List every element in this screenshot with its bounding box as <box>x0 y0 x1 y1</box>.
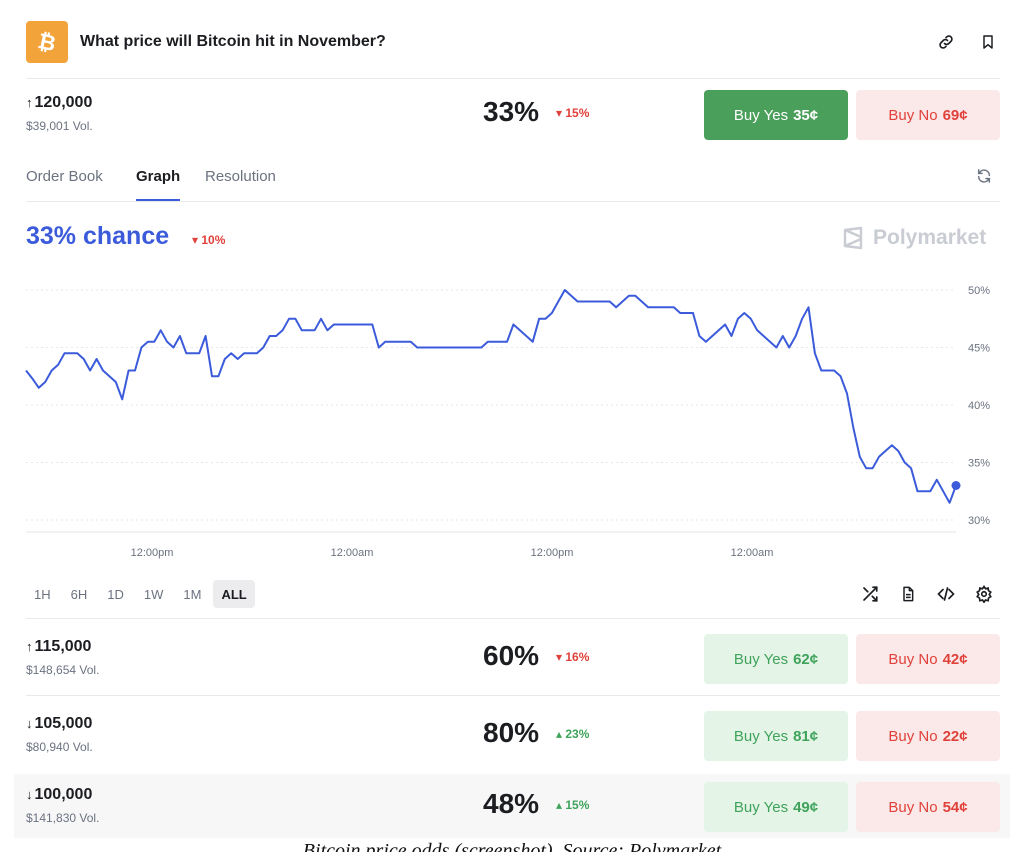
polymarket-watermark: Polymarket <box>842 226 986 250</box>
up-arrow-icon: ↑ <box>26 95 33 110</box>
tab-order-book[interactable]: Order Book <box>26 168 103 185</box>
tab-active-indicator <box>136 199 180 201</box>
x-tick-label: 12:00am <box>331 547 374 559</box>
market-volume: $141,830 Vol. <box>26 811 100 825</box>
bitcoin-logo: ₿ <box>26 21 68 63</box>
market-percent: 48% <box>483 788 540 819</box>
bookmark-icon[interactable] <box>978 32 998 52</box>
down-arrow-icon: ↓ <box>26 787 33 802</box>
image-caption: Bitcoin price odds (screenshot). Source:… <box>302 840 722 852</box>
svg-text:₿: ₿ <box>36 29 58 55</box>
range-all[interactable]: ALL <box>213 580 255 608</box>
y-tick-label: 50% <box>968 285 990 297</box>
market-threshold: ↓ 105,000 <box>26 715 93 732</box>
buy-yes-button[interactable]: Buy Yes 49¢ <box>704 782 848 832</box>
buy-yes-button[interactable]: Buy Yes 81¢ <box>704 711 848 761</box>
settings-icon[interactable] <box>974 584 994 604</box>
down-arrow-icon: ↓ <box>26 716 33 731</box>
buy-no-button[interactable]: Buy No 54¢ <box>856 782 1000 832</box>
market-row: ↓ 100,000 $141,830 Vol. 48% ▴ 15% Buy Yes… <box>14 774 1010 838</box>
divider <box>26 618 1000 619</box>
chart-tools <box>860 584 994 604</box>
chance-change-badge: ▾ 10% <box>192 233 226 247</box>
market-row: ↑ 115,000 $148,654 Vol. 60% ▾ 16% Buy Yes… <box>26 626 1000 688</box>
y-tick-label: 45% <box>968 343 990 355</box>
market-volume: $39,001 Vol. <box>26 119 93 133</box>
divider <box>26 201 1000 202</box>
buy-yes-button[interactable]: Buy Yes 62¢ <box>704 634 848 684</box>
range-1h[interactable]: 1H <box>34 586 51 602</box>
range-1m[interactable]: 1M <box>183 586 202 602</box>
chart-end-point <box>951 481 961 490</box>
code-icon[interactable] <box>936 584 956 604</box>
range-1w[interactable]: 1W <box>143 586 164 602</box>
x-tick-label: 12:00pm <box>531 547 574 559</box>
y-tick-label: 30% <box>968 515 990 527</box>
price-chart[interactable]: 30% 35% 40% 45% 50% 12:00pm 12:00am 12:00pm 12:… <box>0 268 1024 568</box>
divider <box>26 78 1000 79</box>
refresh-icon[interactable] <box>976 168 994 186</box>
range-6h[interactable]: 6H <box>70 586 88 602</box>
buy-no-button[interactable]: Buy No 69¢ <box>856 90 1000 140</box>
market-volume: $148,654 Vol. <box>26 663 100 677</box>
market-volume: $80,940 Vol. <box>26 740 93 754</box>
tab-bar: Order Book Graph Resolution <box>26 160 1000 202</box>
market-threshold: ↑ 120,000 <box>26 94 93 111</box>
range-selector: 1H 6H 1D 1W 1M ALL <box>26 580 255 610</box>
change-badge: ▾ 15% <box>556 106 590 120</box>
x-tick-label: 12:00pm <box>131 547 174 559</box>
up-arrow-icon: ↑ <box>26 639 33 654</box>
market-row: ↓ 105,000 $80,940 Vol. 80% ▴ 23% Buy Yes 8… <box>26 703 1000 765</box>
page-title: What price will Bitcoin hit in November? <box>80 33 386 50</box>
shuffle-icon[interactable] <box>860 584 880 604</box>
y-tick-label: 40% <box>968 400 990 412</box>
market-header: ₿ What price will Bitcoin hit in Novembe… <box>26 20 998 64</box>
range-1d[interactable]: 1D <box>107 586 124 602</box>
tab-resolution[interactable]: Resolution <box>205 168 276 185</box>
y-tick-label: 35% <box>968 458 990 470</box>
market-threshold: ↓ 100,000 <box>26 786 93 803</box>
market-percent: 60% <box>483 640 540 671</box>
market-row-main: ↑ 120,000 $39,001 Vol. 33% ▾ 15% Buy Yes 3… <box>26 82 1000 144</box>
change-badge: ▴ 23% <box>556 727 590 741</box>
buy-no-button[interactable]: Buy No 22¢ <box>856 711 1000 761</box>
market-percent: 33% <box>483 96 540 127</box>
x-tick-label: 12:00am <box>731 547 774 559</box>
tab-graph[interactable]: Graph <box>136 168 181 185</box>
chart-series-line <box>25 289 957 504</box>
divider <box>26 695 1000 696</box>
buy-no-button[interactable]: Buy No 42¢ <box>856 634 1000 684</box>
change-badge: ▾ 16% <box>556 650 590 664</box>
change-badge: ▴ 15% <box>556 798 590 812</box>
document-icon[interactable] <box>898 584 918 604</box>
market-threshold: ↑ 115,000 <box>26 638 92 655</box>
polymarket-logo-icon <box>843 226 863 250</box>
chance-label: 33% chance <box>26 222 170 250</box>
link-icon[interactable] <box>936 32 956 52</box>
market-percent: 80% <box>483 717 540 748</box>
buy-yes-button[interactable]: Buy Yes 35¢ <box>704 90 848 140</box>
